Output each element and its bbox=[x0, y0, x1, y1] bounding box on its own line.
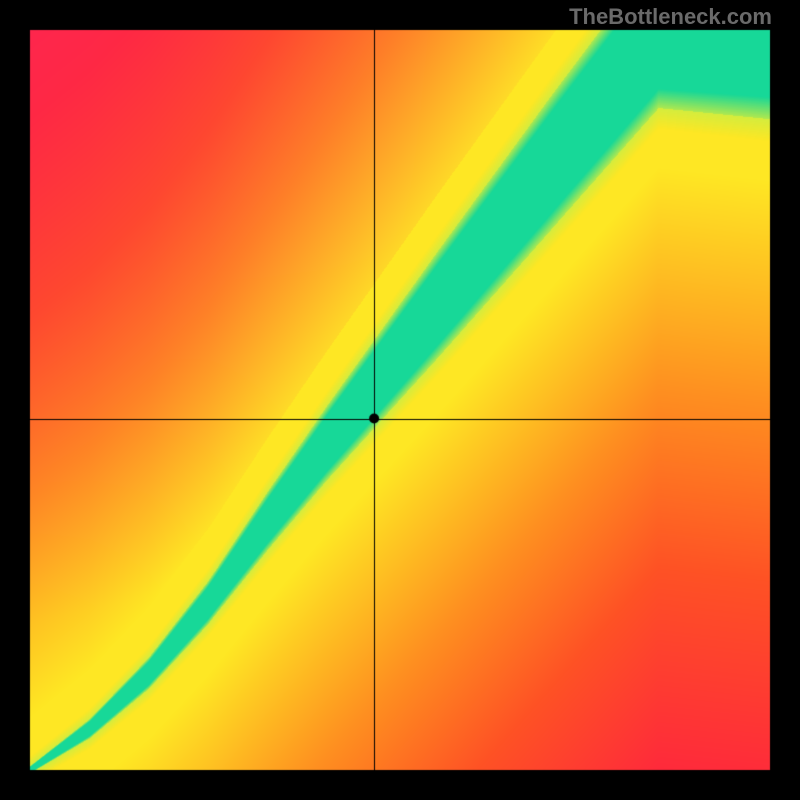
bottleneck-heatmap bbox=[0, 0, 800, 800]
watermark-text: TheBottleneck.com bbox=[569, 4, 772, 30]
